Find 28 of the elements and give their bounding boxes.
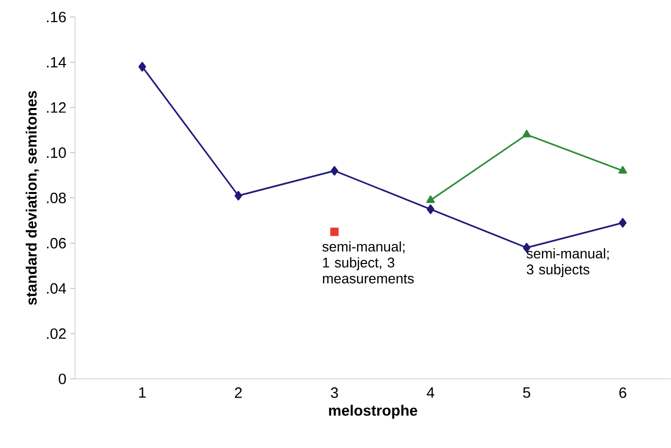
point [426, 204, 434, 214]
x-axis-title: melostrophe [329, 404, 418, 419]
y-tick-label: 0 [58, 374, 66, 384]
x-tick-label: 2 [234, 387, 242, 398]
y-tick-label: .16 [47, 12, 66, 22]
x-tick-label: 1 [139, 387, 146, 398]
point [138, 62, 146, 72]
point [522, 130, 531, 138]
x-tick-label: 3 [330, 387, 338, 398]
y-tick-label: .10 [47, 147, 66, 158]
y-tick-label: .12 [47, 102, 66, 113]
y-tick-label: .04 [47, 283, 66, 294]
x-tick-label: 5 [523, 387, 530, 398]
series-label: semi-manual; 1 subject, 3 measurements [322, 241, 414, 284]
point [618, 218, 627, 228]
y-tick-label: .06 [47, 238, 66, 249]
y-tick-label: .14 [47, 57, 66, 68]
point [426, 195, 435, 204]
point [618, 166, 627, 174]
point [234, 190, 242, 201]
x-tick-label: 6 [619, 387, 626, 398]
x-tick-label: 4 [426, 387, 434, 398]
point [330, 228, 339, 236]
y-tick-label: .02 [47, 328, 66, 339]
y-axis-title: standard deviation, semitones [26, 91, 39, 305]
y-tick-label: .08 [47, 192, 66, 204]
series-label: semi-manual; 3 subjects [526, 248, 609, 278]
point [330, 166, 338, 176]
